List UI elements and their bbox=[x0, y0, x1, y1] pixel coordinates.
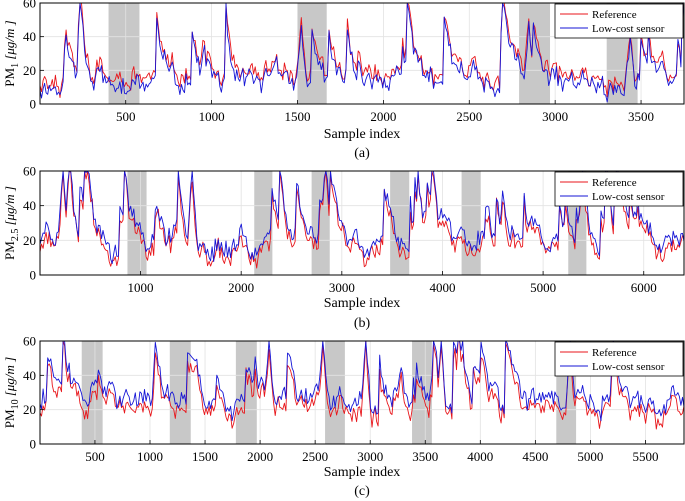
x-tick-label: 4500 bbox=[522, 449, 548, 464]
legend-label-reference: Reference bbox=[592, 177, 637, 189]
y-tick-label: 40 bbox=[23, 368, 36, 383]
y-tick-label: 20 bbox=[23, 402, 36, 417]
y-tick-label: 60 bbox=[23, 334, 36, 349]
y-label-main: PM bbox=[2, 241, 17, 260]
series-lines bbox=[39, 340, 685, 430]
plot-frame bbox=[39, 340, 685, 445]
y-axis-label: PM10 [μg/m ] bbox=[2, 357, 21, 428]
y-tick-label: 0 bbox=[30, 97, 37, 112]
plot-frame bbox=[39, 170, 685, 276]
y-label-subscript: 10 bbox=[10, 399, 21, 409]
shaded-region bbox=[297, 3, 327, 104]
shaded-region bbox=[519, 3, 551, 104]
legend-label-reference: Reference bbox=[592, 9, 637, 21]
y-label-main: PM bbox=[2, 67, 17, 86]
panel-caption: (b) bbox=[354, 316, 371, 331]
y-axis-label: PM2.5 [μg/m ] bbox=[2, 186, 21, 260]
series-line-low-cost-sensor bbox=[39, 170, 685, 265]
x-axis-label: Sample index bbox=[324, 296, 401, 311]
legend-label-low-cost-sensor: Low-cost sensor bbox=[592, 361, 665, 373]
x-tick-label: 1500 bbox=[192, 449, 218, 464]
svg-text:PM2.5 [μg/m ]: PM2.5 [μg/m ] bbox=[2, 186, 21, 260]
y-label-unit: [μg/m ] bbox=[2, 357, 17, 400]
panel-caption: (c) bbox=[354, 484, 370, 499]
x-tick-label: 2500 bbox=[302, 449, 328, 464]
series-line-low-cost-sensor bbox=[39, 340, 685, 422]
y-tick-label: 40 bbox=[23, 198, 36, 213]
axis-ticks: 1000 2000 3000 4000 5000 6000 0 20 40 60 bbox=[23, 164, 657, 296]
x-axis-label: Sample index bbox=[324, 127, 401, 142]
panel-b: 1000 2000 3000 4000 5000 6000 0 20 40 60 PM2.5 [μ… bbox=[2, 164, 685, 331]
y-tick-label: 0 bbox=[30, 437, 37, 452]
plot-frame bbox=[39, 2, 685, 105]
legend: Reference Low-cost sensor bbox=[554, 3, 684, 39]
axis-ticks: 500 1000 1500 2000 2500 3000 3500 4000 4500 5000 5… bbox=[23, 334, 658, 465]
x-axis-label: Sample index bbox=[324, 465, 401, 480]
svg-text:PM1 [μg/m ]: PM1 [μg/m ] bbox=[2, 20, 21, 86]
x-tick-label: 3000 bbox=[542, 109, 568, 124]
series-lines bbox=[39, 2, 685, 103]
legend-label-reference: Reference bbox=[592, 347, 637, 359]
series-lines bbox=[39, 170, 685, 269]
x-tick-label: 4000 bbox=[429, 280, 455, 295]
x-tick-label: 2000 bbox=[370, 109, 396, 124]
legend-label-low-cost-sensor: Low-cost sensor bbox=[592, 23, 665, 35]
x-tick-label: 500 bbox=[85, 449, 105, 464]
legend-box bbox=[554, 3, 684, 39]
y-tick-label: 60 bbox=[23, 164, 36, 179]
shaded-region bbox=[254, 171, 273, 275]
series-line-low-cost-sensor bbox=[39, 2, 685, 103]
y-tick-label: 60 bbox=[23, 0, 36, 11]
svg-text:PM10 [μg/m ]: PM10 [μg/m ] bbox=[2, 357, 21, 428]
y-label-subscript: 2.5 bbox=[10, 229, 21, 242]
legend-box bbox=[554, 341, 684, 377]
panel-c: 500 1000 1500 2000 2500 3000 3500 4000 4500 5000 5… bbox=[2, 334, 685, 499]
series-line-reference bbox=[39, 2, 685, 99]
y-tick-label: 40 bbox=[23, 29, 36, 44]
x-tick-label: 1000 bbox=[128, 280, 154, 295]
x-tick-label: 3000 bbox=[357, 449, 383, 464]
shaded-region bbox=[325, 341, 345, 444]
panel-caption: (a) bbox=[354, 146, 370, 161]
x-tick-label: 3500 bbox=[628, 109, 654, 124]
series-line-reference bbox=[39, 340, 685, 430]
y-label-unit: [μg/m ] bbox=[2, 20, 17, 63]
x-tick-label: 500 bbox=[116, 109, 136, 124]
axis-ticks: 500 1000 1500 2000 2500 3000 3500 0 20 40 60 bbox=[23, 0, 654, 124]
x-tick-label: 3500 bbox=[412, 449, 438, 464]
shaded-region bbox=[235, 341, 257, 444]
x-tick-label: 5000 bbox=[530, 280, 556, 295]
legend-label-low-cost-sensor: Low-cost sensor bbox=[592, 191, 665, 203]
shaded-region bbox=[311, 171, 330, 275]
x-tick-label: 1500 bbox=[284, 109, 310, 124]
y-label-main: PM bbox=[2, 409, 17, 428]
x-tick-label: 5000 bbox=[577, 449, 603, 464]
legend-box bbox=[554, 171, 684, 207]
shaded-region bbox=[461, 171, 481, 275]
legend: Reference Low-cost sensor bbox=[554, 171, 684, 207]
series-line-reference bbox=[39, 170, 685, 269]
x-tick-label: 4000 bbox=[467, 449, 493, 464]
y-label-unit: [μg/m ] bbox=[2, 186, 17, 229]
x-tick-label: 1000 bbox=[137, 449, 163, 464]
x-tick-label: 1000 bbox=[199, 109, 225, 124]
x-tick-label: 3000 bbox=[329, 280, 355, 295]
x-tick-label: 5500 bbox=[632, 449, 658, 464]
x-tick-label: 2000 bbox=[228, 280, 254, 295]
legend: Reference Low-cost sensor bbox=[554, 341, 684, 377]
y-tick-label: 20 bbox=[23, 63, 36, 78]
x-tick-label: 2500 bbox=[456, 109, 482, 124]
panel-a: 500 1000 1500 2000 2500 3000 3500 0 20 40 60 PM1 [… bbox=[2, 0, 685, 161]
shaded-region bbox=[390, 171, 410, 275]
x-tick-label: 2000 bbox=[247, 449, 273, 464]
x-tick-label: 6000 bbox=[631, 280, 657, 295]
y-label-subscript: 1 bbox=[10, 63, 21, 68]
y-tick-label: 0 bbox=[30, 268, 37, 283]
y-axis-label: PM1 [μg/m ] bbox=[2, 20, 21, 86]
y-tick-label: 20 bbox=[23, 233, 36, 248]
